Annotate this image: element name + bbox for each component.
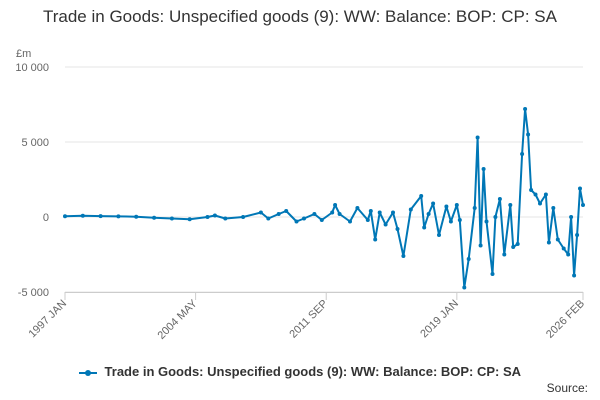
y-tick-label: 0 [43,212,49,224]
data-point [481,167,486,171]
y-tick-label: -5 000 [18,287,49,299]
legend[interactable]: Trade in Goods: Unspecified goods (9): W… [0,364,600,379]
data-point [475,135,480,140]
data-point [330,210,335,215]
data-point [538,201,542,206]
data-point [551,206,556,210]
data-point [454,203,459,207]
data-point [561,246,566,251]
data-point [408,207,413,212]
data-point [529,188,534,192]
data-point [457,218,462,222]
data-point [533,192,538,197]
data-point [422,225,427,230]
data-point [134,214,139,219]
data-point [223,216,228,221]
data-point [508,203,513,207]
data-point [546,240,551,245]
data-point [401,254,406,258]
data-point [80,213,85,218]
data-point [98,214,103,219]
data-point [581,203,585,207]
data-point [169,216,174,221]
data-point [241,215,246,219]
data-point [205,215,210,219]
data-point [478,243,483,248]
data-point [502,252,507,257]
data-point [337,212,342,216]
data-point [526,132,531,137]
chart-title: Trade in Goods: Unspecified goods (9): W… [42,7,557,26]
data-point [348,219,352,224]
data-point [187,217,192,222]
data-point [520,152,525,156]
data-point [355,206,360,210]
x-tick-label: 2004 MAY [155,297,200,342]
data-point [212,213,217,218]
data-point [472,206,477,210]
data-point [302,216,306,221]
data-point [572,273,577,278]
source-label: Source: [546,381,588,395]
y-tick-label: 10 000 [15,62,49,74]
x-tick-label: 2019 JAN [418,298,461,341]
x-tick-label: 1997 JAN [26,298,69,341]
data-point [431,201,436,206]
data-point [511,245,516,249]
data-point [462,285,467,290]
legend-swatch [78,369,97,376]
data-point [312,212,317,216]
data-point [395,227,400,231]
series-layer [63,107,585,290]
gridlines [65,66,583,293]
data-point [266,216,271,221]
data-point [493,215,498,219]
data-point [419,194,424,198]
data-point [497,197,502,201]
y-tick-label: 5 000 [21,137,49,149]
data-point [490,272,495,276]
data-point [523,107,528,111]
series-line [64,108,584,289]
axes: 10 000 5 000 0 -5 000 £m 1997 JAN 2004 MAY 2011… [15,48,587,342]
data-point [383,222,388,227]
data-point [578,186,582,191]
data-point [515,242,520,246]
data-point [276,212,281,216]
data-point [365,218,370,222]
data-point [426,212,431,216]
legend-label: Trade in Goods: Unspecified goods (9): W… [104,364,522,379]
data-point [555,237,560,242]
data-point [368,209,373,213]
data-point [437,233,441,237]
data-point [333,203,338,207]
y-unit-label: £m [16,48,31,60]
data-point [448,219,453,224]
data-point [152,215,157,220]
data-point [373,237,378,242]
data-point [566,252,571,257]
data-point [284,209,289,213]
data-point [444,204,449,209]
data-point [466,257,471,261]
data-point [569,215,574,219]
data-point [258,210,263,215]
data-point [543,192,548,197]
data-point [319,218,324,222]
data-point [116,214,121,219]
data-point [294,219,299,224]
data-point [484,219,489,224]
x-tick-label: 2026 FEB [544,298,587,341]
x-tick-label: 2011 SEP [287,298,330,341]
data-point [63,214,67,219]
data-point [391,210,395,215]
data-point [575,233,580,237]
data-point [377,210,382,215]
